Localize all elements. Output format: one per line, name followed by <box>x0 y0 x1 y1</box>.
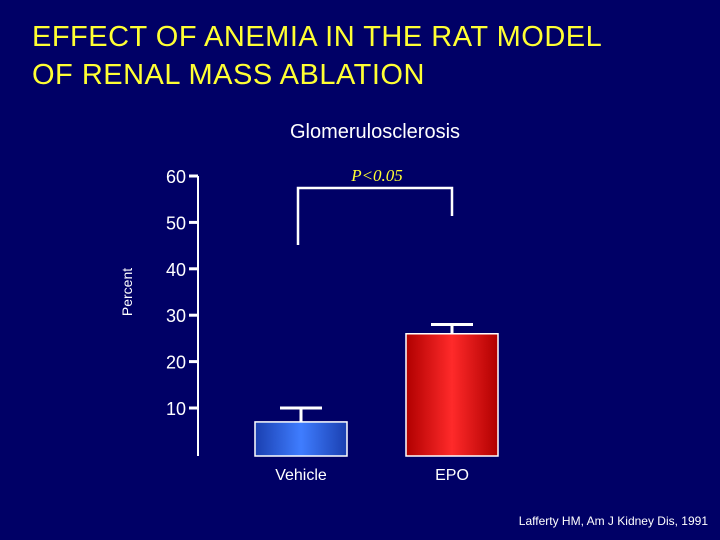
citation: Lafferty HM, Am J Kidney Dis, 1991 <box>518 514 708 528</box>
y-tick-label: 40 <box>166 260 186 280</box>
chart-title: Glomerulosclerosis <box>289 121 461 143</box>
y-tick-label: 50 <box>166 213 186 233</box>
bar-vehicle <box>254 421 348 457</box>
y-axis-title: Percent <box>119 268 135 316</box>
y-tick-label: 60 <box>166 167 186 187</box>
y-tick-label: 20 <box>166 353 186 373</box>
x-category-label: Vehicle <box>275 467 327 484</box>
y-tick-label: 30 <box>166 306 186 326</box>
x-category-label: EPO <box>435 467 469 484</box>
slide-title-line-1: EFFECT OF ANEMIA IN THE RAT MODEL <box>32 21 603 53</box>
bar-epo <box>405 333 499 457</box>
significance-bracket <box>296 186 454 245</box>
slide-title: EFFECT OF ANEMIA IN THE RAT MODEL OF REN… <box>32 18 702 94</box>
y-tick-label: 10 <box>166 399 186 419</box>
slide-title-line-2: OF RENAL MASS ABLATION <box>32 59 425 91</box>
significance-label: P<0.05 <box>350 166 403 185</box>
